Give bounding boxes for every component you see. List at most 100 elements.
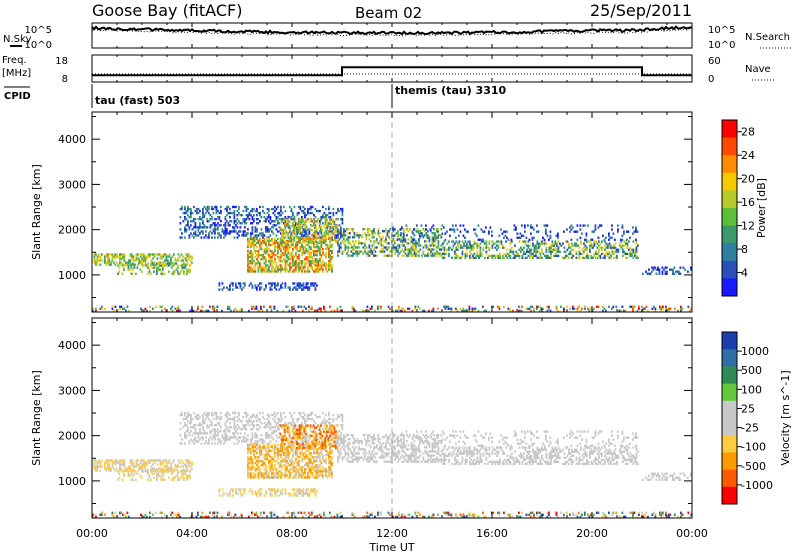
- power-cell: [297, 224, 300, 227]
- power-cell: [385, 228, 387, 231]
- power-cell: [138, 262, 140, 265]
- power-cell: [304, 270, 306, 273]
- velocity-cell: [284, 432, 287, 435]
- power-cell: [496, 244, 498, 247]
- velocity-cell: [268, 449, 270, 453]
- power-cell: [367, 232, 369, 235]
- power-cell: [143, 257, 145, 260]
- power-cell: [177, 272, 179, 275]
- velocity-cell: [266, 432, 269, 435]
- power-cell: [215, 224, 218, 227]
- power-cell: [292, 270, 294, 273]
- power-cell: [120, 261, 123, 264]
- power-cell: [687, 270, 689, 273]
- power-cell: [660, 305, 663, 308]
- power-cell: [326, 264, 329, 267]
- power-cell: [328, 260, 330, 263]
- power-cell: [320, 245, 323, 249]
- velocity-cell: [290, 464, 293, 467]
- station-title: Goose Bay (fitACF): [92, 1, 242, 20]
- velocity-cell: [274, 449, 276, 453]
- power-cell: [275, 262, 278, 265]
- velocity-cell: [122, 461, 124, 464]
- velocity-cell: [263, 468, 266, 471]
- power-cell: [535, 250, 537, 253]
- power-cell: [200, 236, 203, 239]
- velocity-cell: [298, 472, 300, 475]
- velocity-cell: [239, 420, 242, 423]
- velocity-cell: [189, 465, 192, 468]
- power-cell: [374, 250, 377, 253]
- velocity-cell: [268, 426, 270, 429]
- power-cell: [524, 242, 527, 245]
- power-cell: [123, 253, 126, 256]
- velocity-cell: [202, 428, 204, 431]
- power-cell: [311, 241, 314, 245]
- velocity-cell: [259, 460, 261, 463]
- power-cell: [347, 248, 350, 251]
- power-cell: [215, 218, 218, 221]
- velocity-cell: [194, 432, 197, 435]
- velocity-cell: [283, 451, 285, 455]
- velocity-cell: [141, 465, 144, 468]
- power-cell: [589, 246, 591, 249]
- power-cell: [191, 228, 194, 231]
- power-cell: [572, 254, 575, 258]
- power-cell: [151, 266, 154, 269]
- velocity-cell: [183, 476, 185, 479]
- velocity-cell: [268, 466, 270, 469]
- velocity-cell: [196, 432, 198, 435]
- power-cell: [120, 305, 123, 308]
- power-cell: [521, 248, 524, 251]
- power-cell: [464, 254, 467, 258]
- power-cell: [608, 238, 610, 241]
- power-cell: [184, 205, 186, 209]
- velocity-cell: [301, 468, 303, 471]
- power-cell: [228, 307, 231, 310]
- velocity-cell: [141, 470, 143, 473]
- power-cell: [318, 236, 321, 240]
- power-cell: [332, 238, 334, 242]
- power-cell: [128, 309, 130, 313]
- power-cell: [545, 248, 548, 251]
- power-cell: [337, 234, 339, 237]
- power-cell: [268, 268, 270, 271]
- power-cell: [211, 232, 213, 235]
- velocity-cell: [287, 455, 290, 459]
- power-cell: [256, 209, 258, 213]
- nsearch-label: N.Search: [745, 32, 790, 43]
- power-cell: [352, 228, 354, 231]
- velocity-cell: [301, 476, 303, 479]
- power-cell: [242, 218, 245, 221]
- power-cell: [326, 214, 329, 217]
- velocity-cell: [286, 455, 288, 459]
- power-cell: [101, 259, 103, 262]
- power-cell: [263, 262, 266, 265]
- power-cell: [318, 240, 321, 244]
- power-cell: [413, 254, 416, 257]
- power-cell: [329, 230, 332, 233]
- velocity-data-cells: [92, 411, 693, 519]
- velocity-cell: [281, 474, 284, 477]
- noise-left-tick-bottom: 10^0: [25, 40, 52, 51]
- power-cell: [437, 307, 439, 310]
- velocity-cell: [184, 472, 187, 475]
- power-cell: [287, 222, 289, 225]
- power-cell: [226, 230, 228, 233]
- velocity-cell: [179, 422, 182, 425]
- velocity-cell: [251, 443, 254, 447]
- power-cell: [376, 254, 378, 257]
- power-cell: [284, 266, 287, 269]
- velocity-cell: [253, 472, 255, 475]
- velocity-cell: [244, 426, 246, 429]
- power-cell: [531, 236, 534, 239]
- power-cell: [349, 232, 351, 235]
- power-cell: [365, 236, 368, 239]
- power-cell: [328, 256, 330, 259]
- power-cell: [303, 222, 306, 225]
- power-cell: [233, 222, 236, 225]
- velocity-cell: [156, 472, 158, 475]
- velocity-cell: [260, 476, 263, 479]
- velocity-cell: [278, 470, 281, 473]
